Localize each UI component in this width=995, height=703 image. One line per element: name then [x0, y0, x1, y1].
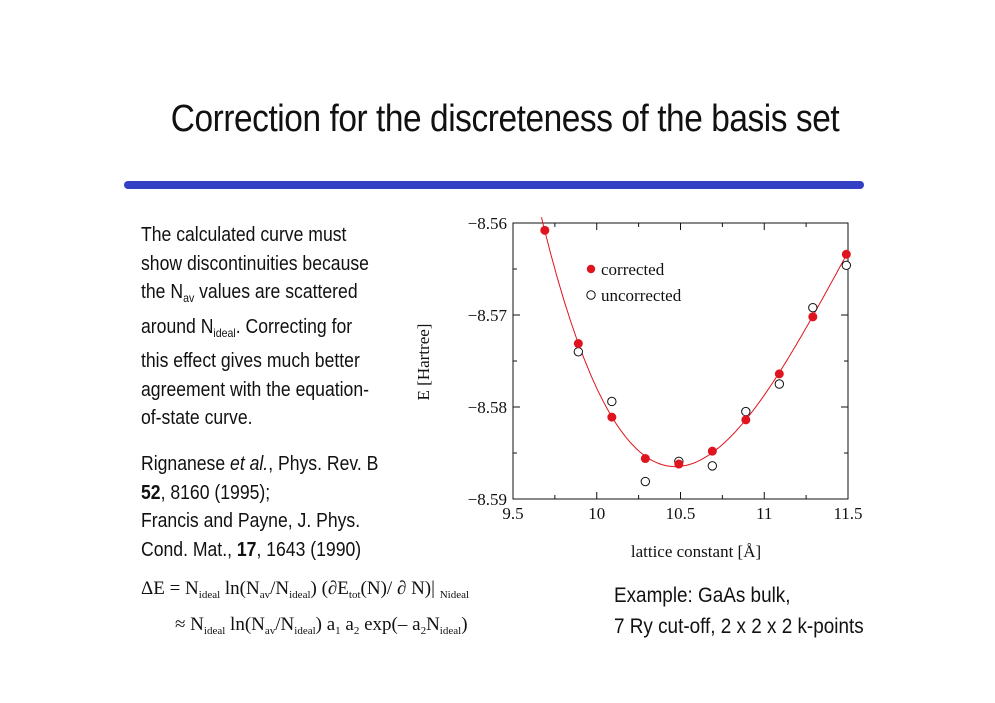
- description-part2: values are scattered around N: [141, 281, 358, 338]
- example-line-2: 7 Ry cut-off, 2 x 2 x 2 k-points: [614, 615, 864, 638]
- formula-text: ln(N: [225, 614, 265, 635]
- chart-ticks-group: 9.5 10 10.5 11 11.5 −8.56 −8.57 −8.58 −8.59: [468, 214, 863, 523]
- x-tick-label: 10: [588, 504, 605, 523]
- uncorrected-point: [774, 379, 785, 389]
- description-part3: . Correcting for this effect gives much …: [141, 315, 369, 430]
- description-text: The calculated curve must show discontin…: [141, 221, 379, 433]
- fit-curve-line: [541, 217, 849, 468]
- formula-subscript: 1: [335, 625, 341, 637]
- example-note: Example: GaAs bulk, 7 Ry cut-off, 2 x 2 …: [614, 580, 864, 642]
- uncorrected-point: [808, 302, 818, 313]
- ref1-rest: , 8160 (1995);: [160, 481, 271, 504]
- x-tick-label: 10.5: [666, 504, 696, 523]
- formula-text: (N)/ ∂ N)|: [360, 578, 440, 599]
- ref1-volume: 52: [141, 481, 161, 504]
- formula-subscript: ideal: [439, 625, 462, 637]
- ref2-rest: , 1643 (1990): [256, 538, 362, 561]
- corrected-point: [841, 249, 851, 259]
- corrected-point: [573, 339, 583, 349]
- corrected-point: [607, 412, 617, 422]
- corrected-point: [640, 454, 650, 464]
- legend-corrected-marker: [586, 264, 596, 274]
- formula-text: ln(N: [220, 578, 260, 599]
- chart-points-group: [540, 225, 852, 487]
- formula-line-1: ΔE = Nideal ln(Nav/Nideal) (∂Etot(N)/ ∂ …: [141, 574, 469, 610]
- formula-text: ) (∂E: [310, 578, 349, 599]
- ref1-etal: et al.: [230, 453, 269, 475]
- uncorrected-point: [607, 396, 617, 407]
- y-tick-label: −8.56: [468, 214, 507, 233]
- legend-uncorrected-label: uncorrected: [601, 286, 682, 305]
- legend-corrected-label: corrected: [601, 260, 665, 279]
- formula-text: exp(– a: [359, 614, 421, 635]
- y-tick-label: −8.59: [468, 490, 507, 509]
- formula-subscript: 2: [353, 625, 360, 637]
- description-nideal-subscript: ideal: [213, 325, 236, 340]
- x-tick-label: 9.5: [502, 504, 523, 523]
- uncorrected-point: [741, 406, 751, 417]
- formula-text: /N: [270, 578, 290, 599]
- title-underline-bar: [124, 181, 864, 189]
- eos-chart: 9.5 10 10.5 11 11.5 −8.56 −8.57 −8.58 −8.59 corr…: [414, 214, 863, 561]
- formula-subscript: tot: [348, 589, 361, 601]
- formula-text: /N: [275, 614, 295, 635]
- formula-text: ): [461, 614, 468, 635]
- x-axis-label: lattice constant [Å]: [631, 542, 761, 561]
- formula-line-2: ≈ Nideal ln(Nav/Nideal) a1 a2 exp(– a2Ni…: [141, 610, 469, 646]
- page-title: Correction for the discreteness of the b…: [170, 98, 840, 140]
- corrected-point: [774, 369, 784, 379]
- corrected-point: [540, 225, 550, 235]
- formula-subscript: ideal: [289, 589, 311, 601]
- uncorrected-point: [573, 347, 584, 357]
- ref1-authors: Rignanese: [141, 453, 231, 475]
- x-tick-label: 11.5: [833, 504, 862, 523]
- formula-subscript: ideal: [203, 625, 226, 637]
- chart-legend: corrected uncorrected: [586, 260, 682, 305]
- correction-formula: ΔE = Nideal ln(Nav/Nideal) (∂Etot(N)/ ∂ …: [141, 574, 469, 646]
- formula-subscript: ideal: [294, 625, 316, 637]
- uncorrected-point: [707, 461, 718, 471]
- description-part1: The calculated curve must show discontin…: [141, 224, 369, 303]
- corrected-point: [674, 459, 684, 469]
- uncorrected-point: [841, 260, 852, 271]
- formula-subscript: av: [259, 589, 271, 601]
- references-text: Rignanese et al., Phys. Rev. B 52, 8160 …: [141, 450, 379, 564]
- formula-text: ) a: [315, 614, 336, 635]
- corrected-point: [707, 446, 717, 456]
- ref1-journal: , Phys. Rev. B: [268, 453, 379, 475]
- formula-text: ΔE = N: [141, 578, 199, 599]
- formula-subscript: Nideal: [439, 589, 470, 601]
- y-tick-label: −8.57: [468, 306, 508, 325]
- legend-uncorrected-marker: [586, 290, 596, 300]
- formula-subscript: 2: [420, 625, 427, 637]
- formula-text: N: [426, 614, 440, 635]
- example-line-1: Example: GaAs bulk,: [614, 584, 791, 607]
- ref2-volume: 17: [236, 538, 257, 561]
- formula-subscript: av: [264, 625, 276, 637]
- y-tick-label: −8.58: [468, 398, 507, 417]
- description-nav-subscript: av: [183, 291, 195, 305]
- corrected-point: [808, 312, 818, 322]
- formula-text: ≈ N: [175, 614, 204, 635]
- corrected-point: [741, 415, 751, 425]
- ref2-text: Francis and Payne, J. Phys. Cond. Mat.,: [141, 510, 361, 561]
- formula-subscript: ideal: [198, 589, 221, 601]
- y-axis-label: E [Hartree]: [414, 324, 433, 401]
- formula-text: a: [340, 614, 354, 635]
- x-tick-label: 11: [756, 504, 772, 523]
- uncorrected-point: [640, 476, 651, 487]
